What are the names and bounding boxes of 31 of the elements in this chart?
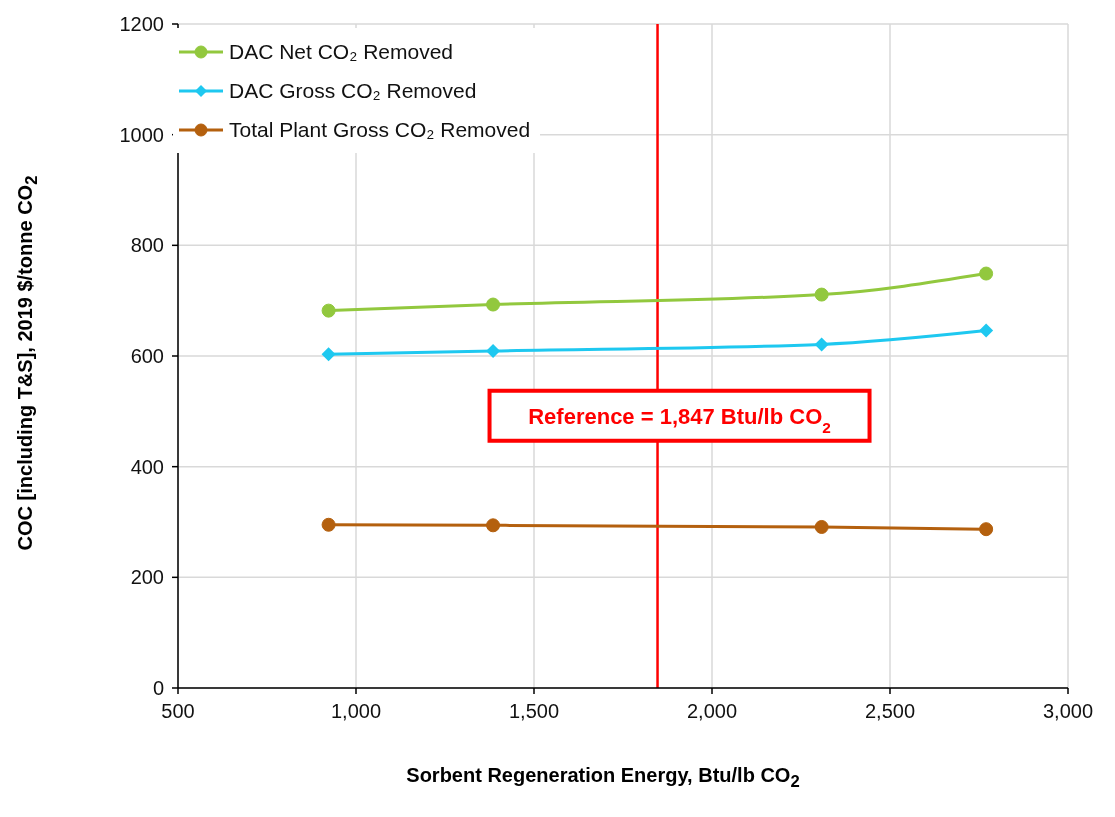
y-tick-label: 1200: [119, 13, 164, 36]
x-axis-title: Sorbent Regeneration Energy, Btu/lb CO$_{2}$: [405, 764, 801, 792]
point: [814, 337, 829, 352]
point: [814, 287, 829, 302]
y-tick-label: 200: [130, 566, 164, 589]
legend-label: DAC Net CO₂ Removed: [229, 39, 454, 64]
point: [486, 518, 501, 533]
x-tick-label: 1,000: [330, 700, 382, 723]
callout-box: Reference = 1,847 Btu/lb CO$_{2}$: [487, 388, 872, 443]
point: [979, 266, 994, 281]
point: [814, 519, 829, 534]
point: [979, 323, 994, 338]
x-tick-label: 2,500: [864, 700, 916, 723]
legend-label: Total Plant Gross CO₂ Removed: [229, 117, 531, 142]
x-tick-label: 3,000: [1042, 700, 1094, 723]
x-tick-label: 2,000: [686, 700, 738, 723]
y-tick-label: 400: [130, 455, 164, 478]
legend-label: DAC Gross CO₂ Removed: [229, 78, 477, 103]
point: [486, 344, 501, 359]
y-tick-label: 800: [130, 234, 164, 257]
point: [321, 303, 336, 318]
point: [321, 347, 336, 362]
y-tick-label: 600: [130, 345, 164, 368]
point: [979, 522, 994, 537]
y-tick-label: 0: [152, 677, 164, 700]
x-tick-label: 500: [161, 700, 195, 723]
x-tick-label: 1,500: [508, 700, 560, 723]
point: [321, 517, 336, 532]
ref-line-label: Reference = 1,847 Btu/lb CO$_{2}$: [528, 403, 831, 436]
y-tick-label: 1000: [119, 123, 164, 146]
point: [486, 297, 501, 312]
